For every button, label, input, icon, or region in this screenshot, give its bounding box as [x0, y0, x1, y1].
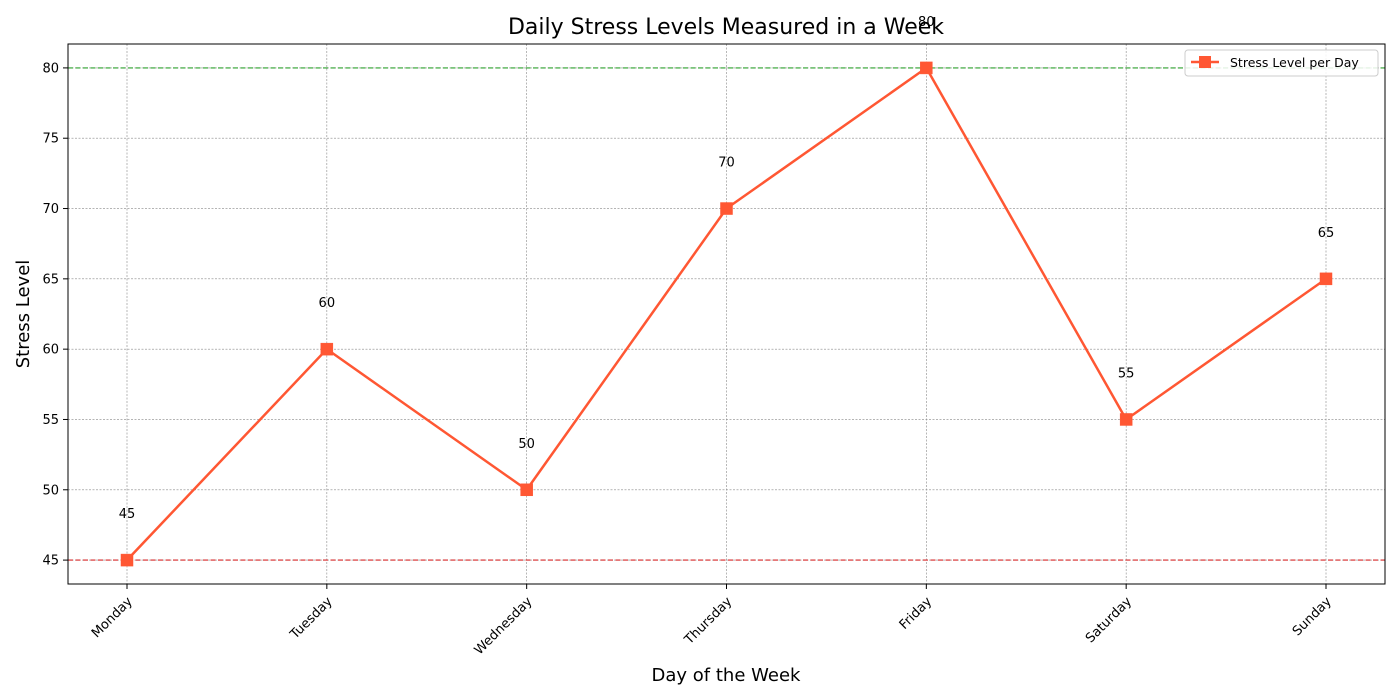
x-tick-label: Wednesday	[472, 594, 536, 658]
x-tick-label: Tuesday	[287, 594, 336, 643]
y-tick-label: 60	[42, 343, 59, 358]
data-point	[920, 61, 933, 75]
data-point	[1119, 413, 1133, 426]
data-point	[1319, 272, 1333, 286]
legend-box	[1184, 49, 1379, 77]
legend-label: Stress Level per Day	[1230, 55, 1359, 70]
data-label: 45	[119, 507, 136, 522]
y-tick-label: 75	[42, 132, 59, 147]
x-axis-ticks: Monday Tuesday Wednesday Thursday Friday Satu…	[89, 584, 1335, 658]
y-tick-label: 50	[42, 483, 59, 498]
y-tick-label: 80	[42, 61, 59, 76]
x-tick-label: Friday	[897, 594, 936, 633]
x-tick-label: Thursday	[681, 594, 735, 648]
data-point	[720, 202, 733, 215]
data-point	[120, 553, 134, 567]
x-axis-label: Day of the Week	[652, 665, 801, 686]
series	[120, 61, 1333, 567]
legend-marker	[1199, 56, 1211, 68]
data-label: 80	[918, 15, 935, 30]
x-tick-label: Sunday	[1290, 594, 1335, 639]
data-point	[320, 342, 334, 356]
x-tick-label: Monday	[89, 594, 136, 641]
data-label: 60	[319, 296, 336, 311]
data-label: 50	[518, 437, 535, 452]
y-tick-label: 55	[42, 413, 59, 428]
y-axis-label: Stress Level	[13, 260, 34, 369]
data-point	[520, 483, 533, 497]
y-tick-label: 45	[42, 554, 59, 569]
y-tick-label: 65	[42, 272, 59, 287]
y-axis-ticks: 45 50 55 60 65 70 75 80	[42, 61, 68, 569]
y-tick-label: 70	[42, 202, 59, 217]
data-label: 65	[1318, 226, 1335, 241]
data-labels: 45 60 50 70 80 55 65	[119, 15, 1335, 522]
x-tick-label: Saturday	[1083, 594, 1135, 646]
data-label: 70	[718, 156, 735, 171]
legend: Stress Level per Day	[1184, 49, 1379, 77]
grid	[68, 44, 1385, 584]
reference-lines	[68, 67, 1385, 561]
chart-title: Daily Stress Levels Measured in a Week	[508, 15, 944, 40]
data-label: 55	[1118, 366, 1135, 381]
